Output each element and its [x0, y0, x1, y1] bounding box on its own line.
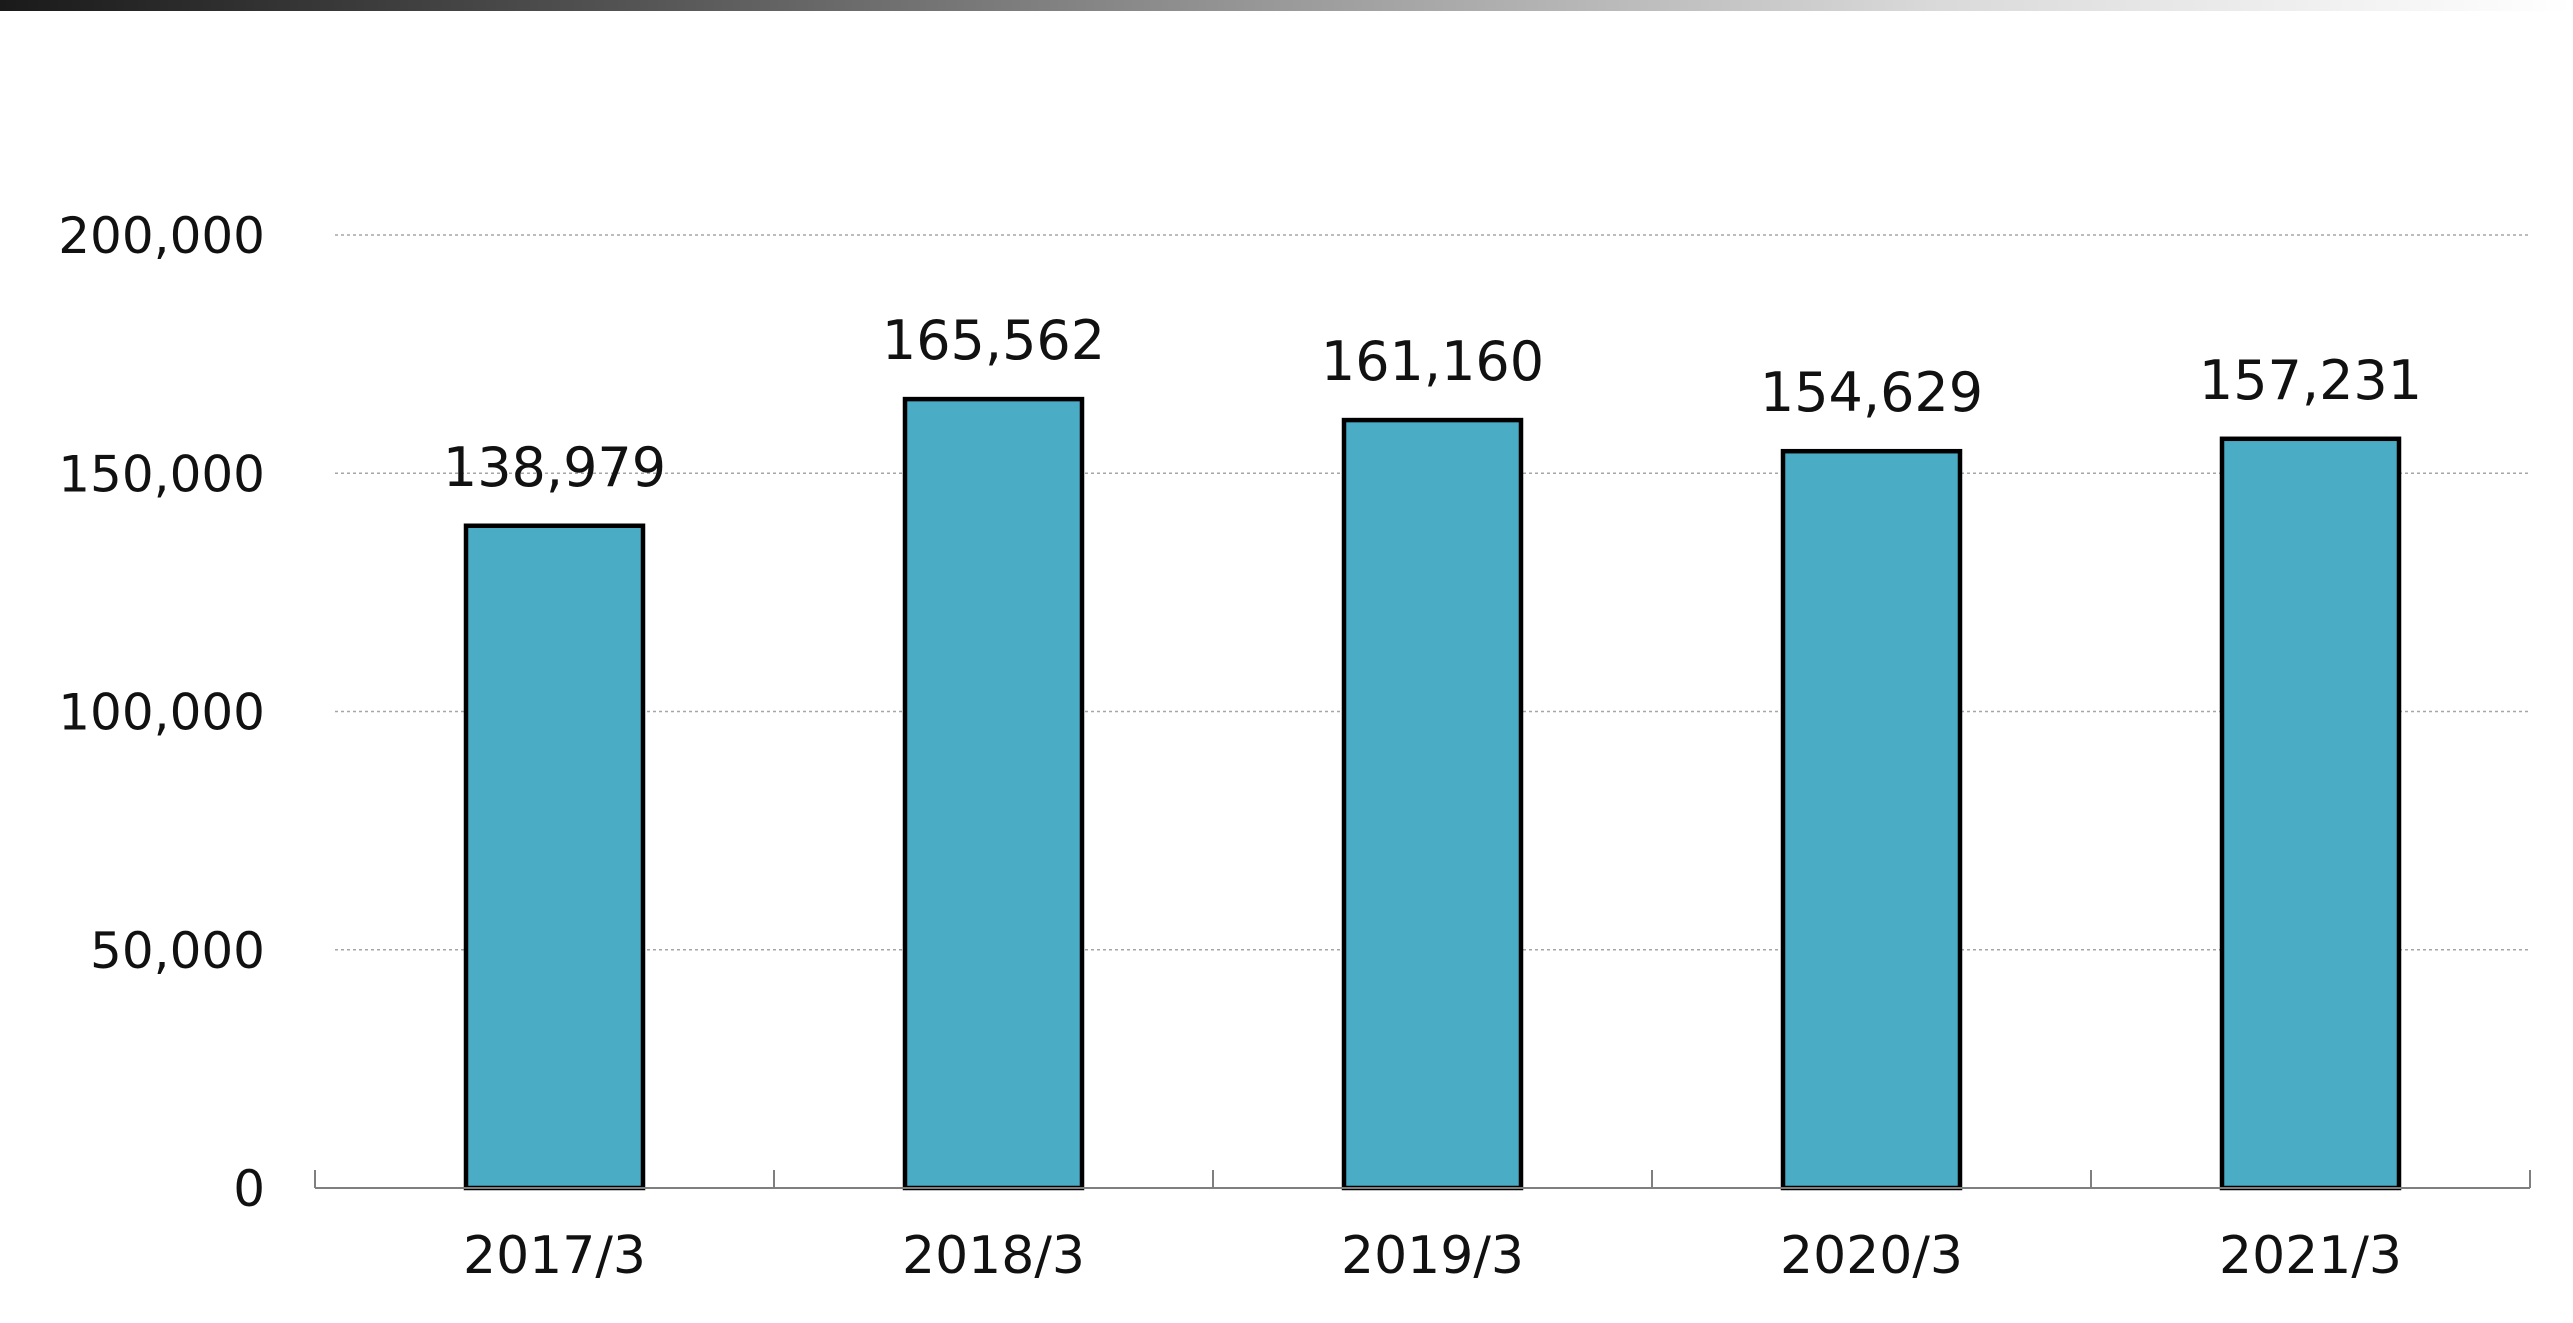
bar-2019-3 [1341, 417, 1524, 1191]
data-label: 165,562 [882, 309, 1105, 372]
y-tick-label: 100,000 [58, 684, 265, 742]
data-labels: 138,979 165,562 161,160 154,629 157,231 [443, 309, 2422, 499]
bar-2020-3 [1780, 448, 1963, 1191]
bar-2017-3 [463, 523, 646, 1191]
x-category-label: 2017/3 [463, 1226, 646, 1286]
y-tick-label: 0 [233, 1160, 265, 1218]
x-axis [314, 1170, 2531, 1189]
data-label: 157,231 [2199, 349, 2422, 412]
bar-2021-3 [2219, 436, 2402, 1191]
y-tick-label: 200,000 [58, 207, 265, 265]
bar-2018-3 [902, 396, 1085, 1191]
x-category-label: 2021/3 [2219, 1226, 2402, 1286]
data-label: 138,979 [443, 436, 666, 499]
x-axis-category-labels: 2017/3 2018/3 2019/3 2020/3 2021/3 [463, 1226, 2402, 1286]
x-category-label: 2018/3 [902, 1226, 1085, 1286]
bars [463, 396, 2402, 1191]
y-tick-label: 150,000 [58, 445, 265, 503]
header-gradient-rule [0, 0, 2573, 11]
data-label: 161,160 [1321, 330, 1544, 393]
y-axis-tick-labels: 0 50,000 100,000 150,000 200,000 [58, 207, 265, 1218]
y-tick-label: 50,000 [90, 922, 265, 980]
x-category-label: 2020/3 [1780, 1226, 1963, 1286]
x-category-label: 2019/3 [1341, 1226, 1524, 1286]
data-label: 154,629 [1760, 361, 1983, 424]
